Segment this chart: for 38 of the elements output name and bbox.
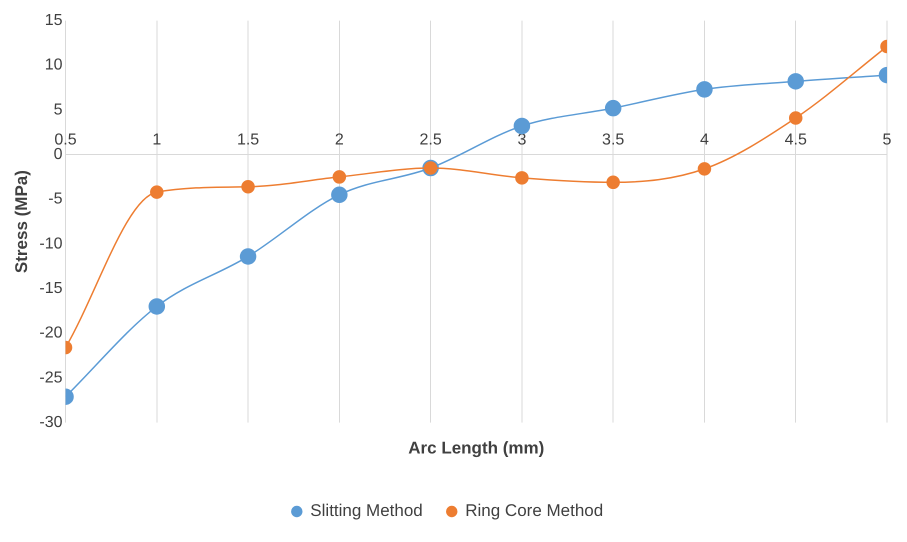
y-tick-label: -25 — [39, 369, 63, 386]
y-tick-label: -15 — [39, 280, 63, 298]
x-tick-label: 3.5 — [602, 132, 624, 149]
x-tick-label: 4 — [700, 132, 709, 149]
x-tick-label: 1 — [152, 132, 162, 149]
x-axis-title: Arc Length (mm) — [408, 438, 544, 458]
x-tick-label: 2.5 — [420, 132, 442, 149]
y-tick-label: -5 — [48, 190, 63, 208]
x-tick-label: 2 — [334, 132, 344, 149]
x-tick-label: 0.5 — [54, 132, 77, 149]
point — [332, 170, 346, 184]
point — [331, 186, 348, 204]
point — [515, 171, 529, 185]
point — [698, 162, 712, 176]
y-tick-label: 0 — [54, 146, 63, 164]
point — [696, 81, 713, 98]
point — [514, 118, 530, 134]
y-tick-label: -20 — [39, 324, 63, 342]
point — [150, 185, 164, 199]
x-tick-label: 5 — [882, 132, 892, 149]
point — [148, 298, 166, 315]
legend-label: Slitting Method — [310, 501, 423, 520]
y-tick-label: -30 — [39, 414, 63, 432]
point — [241, 180, 255, 194]
legend-label: Ring Core Method — [465, 501, 604, 520]
x-tick-label: 1.5 — [236, 132, 260, 149]
y-tick-label: -10 — [39, 235, 63, 252]
y-tick-label: 10 — [44, 56, 63, 74]
x-tick-label: 3 — [517, 132, 526, 149]
point — [604, 100, 622, 116]
point — [788, 111, 802, 125]
y-tick-label: 15 — [44, 12, 63, 30]
x-tick-label: 4.5 — [784, 132, 807, 149]
y-axis-title: Stress (MPa) — [12, 170, 31, 274]
point — [606, 176, 620, 190]
point — [240, 248, 256, 265]
point — [787, 73, 804, 90]
y-tick-label: 5 — [54, 101, 63, 118]
